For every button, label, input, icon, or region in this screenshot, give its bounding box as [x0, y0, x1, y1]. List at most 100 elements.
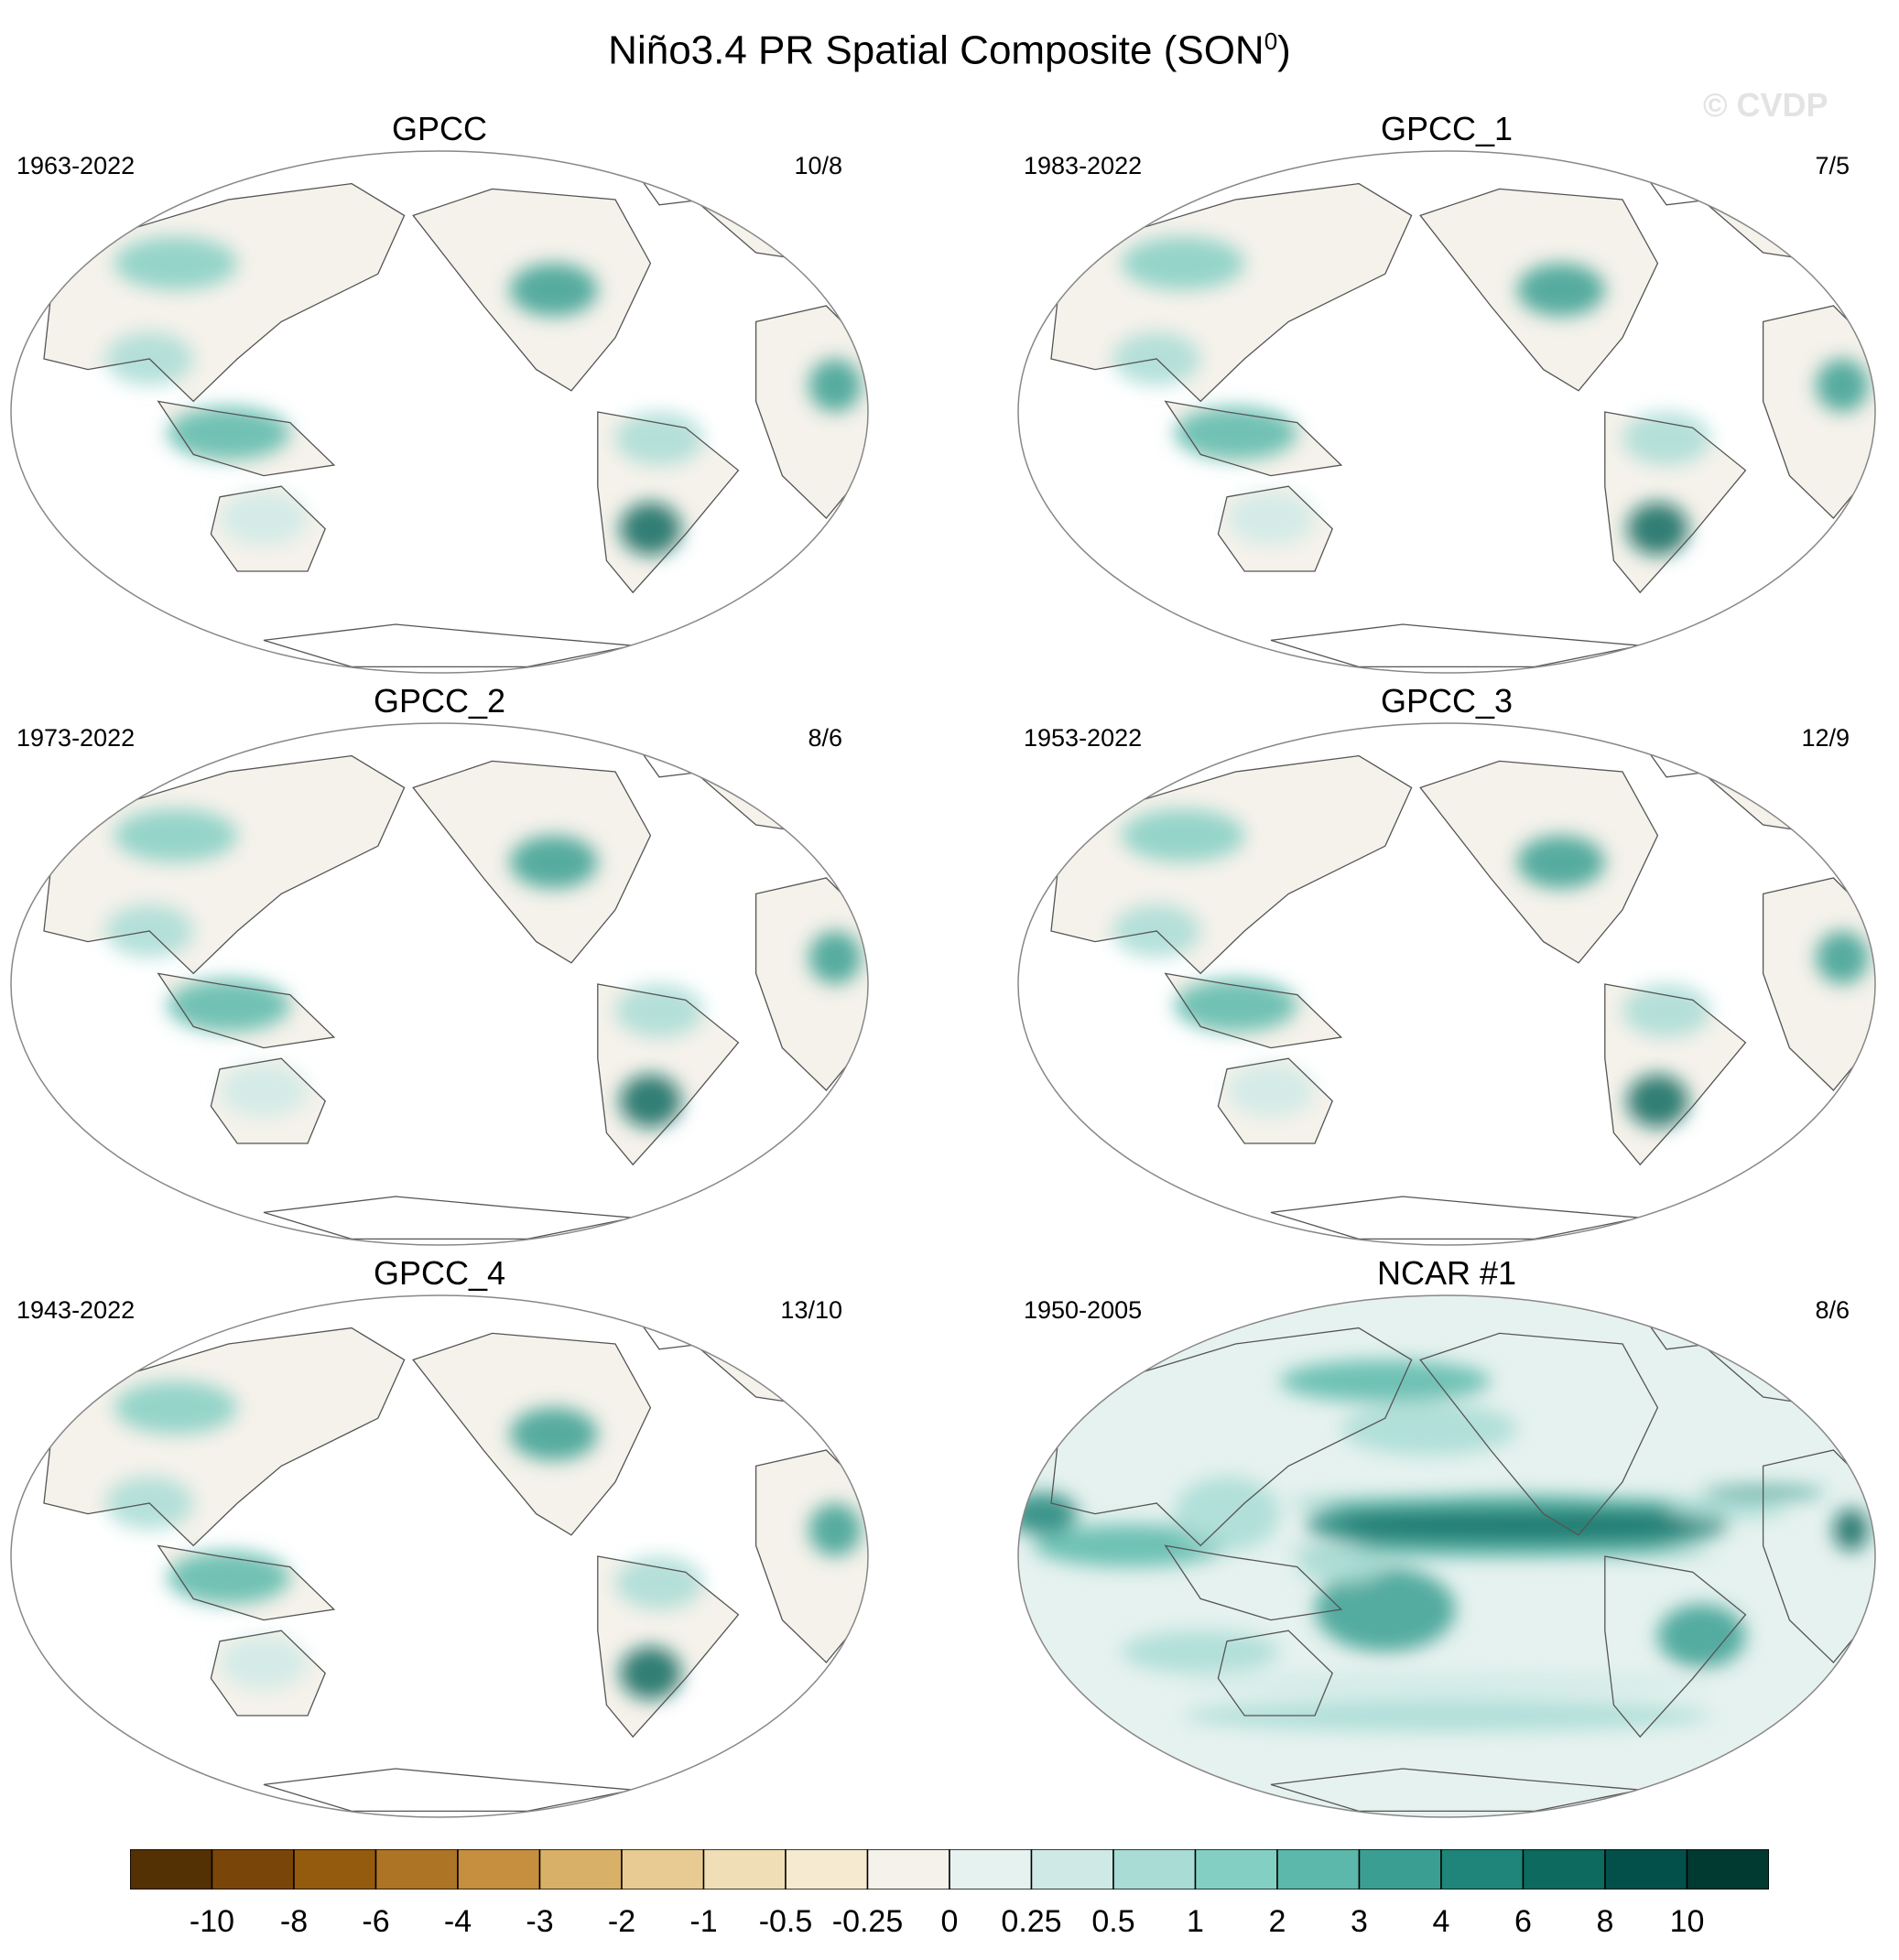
colorbar-label: -1 [689, 1904, 718, 1939]
wet-north-america-area [509, 1407, 598, 1461]
wet-west-indian-ocean-area [1018, 1492, 1078, 1535]
colorbar-label: 6 [1514, 1904, 1532, 1939]
map-gpcc [10, 150, 869, 674]
colorbar-swatch [1440, 1849, 1525, 1890]
coastline-australia [1217, 485, 1333, 572]
wet-pacific-band-halo [1306, 1495, 1729, 1554]
coastline-samerica [1604, 983, 1747, 1166]
dry-australia-area [220, 492, 308, 545]
colorbar-swatch [374, 1849, 459, 1890]
colorbar-label: -8 [279, 1904, 309, 1939]
wet-east-africa-area [1816, 931, 1869, 984]
map-ncar-1 [1017, 1294, 1876, 1818]
dry-south-indian-area [1121, 1630, 1280, 1673]
wet-southeast-south-america-area [619, 1074, 682, 1128]
dry-amazon-area [615, 412, 703, 465]
wet-central-asia-area [114, 808, 238, 862]
wet-north-pacific-area [1279, 1359, 1491, 1402]
dry-indian-ocean-band [1033, 1524, 1227, 1567]
map-panel-gpcc-3: GPCC_3 1953-2022 12/9 [1007, 682, 1886, 1246]
colorbar-swatch [1276, 1849, 1361, 1890]
coastline-samerica [597, 1555, 740, 1738]
coastline-samerica [1604, 1555, 1747, 1738]
map-panel-gpcc-4: GPCC_4 1943-2022 13/10 [0, 1254, 879, 1818]
colorbar-label: 1 [1187, 1904, 1204, 1939]
wet-north-america-area [1516, 263, 1605, 317]
panel-title: GPCC_2 [373, 682, 506, 720]
colorbar-label: 0.5 [1091, 1904, 1135, 1939]
coastline-namerica [412, 1332, 652, 1536]
colorbar-swatch [538, 1849, 623, 1890]
land-antarctica [1271, 1197, 1641, 1240]
coastline-seasia [1164, 400, 1343, 477]
colorbar-swatch [1686, 1849, 1769, 1890]
coastline-seasia [1164, 1544, 1343, 1621]
land-africa [1763, 306, 1875, 518]
panel-years: 1943-2022 [16, 1296, 136, 1324]
dry-southern-band [1183, 1673, 1710, 1695]
dry-indonesia-area [1174, 979, 1297, 1033]
wet-south-atlantic-area [1657, 1604, 1746, 1668]
wet-north-america-area [1516, 835, 1605, 889]
wet-east-africa-area [808, 1503, 862, 1556]
dry-north-pacific-area [1340, 1402, 1517, 1456]
colorbar [130, 1849, 1769, 1890]
colorbar-label: 4 [1432, 1904, 1450, 1939]
colorbar-label: 0 [940, 1904, 959, 1939]
wet-central-asia-area [114, 1381, 238, 1435]
colorbar-label: 3 [1351, 1904, 1368, 1939]
panel-title: GPCC_1 [1380, 110, 1514, 147]
wet-central-asia-area [1121, 236, 1245, 290]
panel-title: GPCC_3 [1380, 682, 1514, 720]
coastline-namerica [1419, 760, 1659, 964]
coastline-namerica [412, 760, 652, 964]
colorbar-swatch [621, 1849, 705, 1890]
panel-event-count: 8/6 [1815, 1296, 1850, 1324]
wet-east-africa-area [1833, 1508, 1869, 1552]
map-panel-gpcc: GPCC 1963-2022 10/8 [0, 110, 879, 674]
coastline-australia [210, 1057, 326, 1144]
panel-years: 1963-2022 [16, 152, 136, 179]
colorbar-label: 8 [1596, 1904, 1614, 1939]
map-panel-gpcc-2: GPCC_2 1973-2022 8/6 [0, 682, 879, 1246]
colorbar-swatch [1112, 1849, 1197, 1890]
dry-australia-area [1227, 492, 1315, 545]
panel-years: 1983-2022 [1024, 152, 1143, 179]
map-border [10, 722, 869, 1246]
map-gpcc-1 [1017, 150, 1876, 674]
coastline-namerica [412, 188, 652, 392]
land-antarctica [1271, 624, 1641, 667]
dry-amazon-area [1622, 412, 1710, 465]
wet-central-asia-area [1121, 808, 1245, 862]
coastline-seasia [157, 972, 336, 1049]
colorbar-swatch [866, 1849, 950, 1890]
dry-north-pacific-band [1288, 1497, 1710, 1510]
dry-indonesia-area [167, 1551, 290, 1605]
wet-north-america-area [509, 263, 598, 317]
panel-title: NCAR #1 [1376, 1254, 1517, 1292]
dry-south-pacific-area [1297, 1551, 1385, 1583]
colorbar-label: -3 [526, 1904, 554, 1939]
colorbar-label: -4 [443, 1904, 472, 1939]
colorbar-label: 0.25 [1001, 1904, 1062, 1939]
coastline-namerica [1419, 188, 1659, 392]
map-gpcc-2 [10, 722, 869, 1246]
figure-title: Niño3.4 PR Spatial Composite (SON0) [608, 27, 1291, 73]
panel-title: GPCC [391, 110, 487, 147]
land-africa [1763, 878, 1875, 1090]
coastline-australia [1217, 1630, 1333, 1716]
colorbar-swatch [211, 1849, 295, 1890]
dry-indonesia-area [167, 979, 290, 1033]
panel-event-count: 7/5 [1815, 152, 1850, 179]
dry-north-atlantic-band [1666, 1498, 1790, 1520]
colorbar-label: -0.25 [831, 1904, 904, 1939]
wet-central-asia-area [114, 236, 238, 290]
colorbar-label: -10 [189, 1904, 235, 1939]
panel-event-count: 8/6 [808, 724, 842, 752]
land-antarctica [264, 1769, 634, 1812]
wet-southeast-south-america-area [1626, 1074, 1688, 1128]
coastline-namerica [1419, 1332, 1659, 1536]
wet-southeast-south-america-area [619, 502, 682, 556]
colorbar-swatch [1358, 1849, 1442, 1890]
land-antarctica [264, 1197, 634, 1240]
